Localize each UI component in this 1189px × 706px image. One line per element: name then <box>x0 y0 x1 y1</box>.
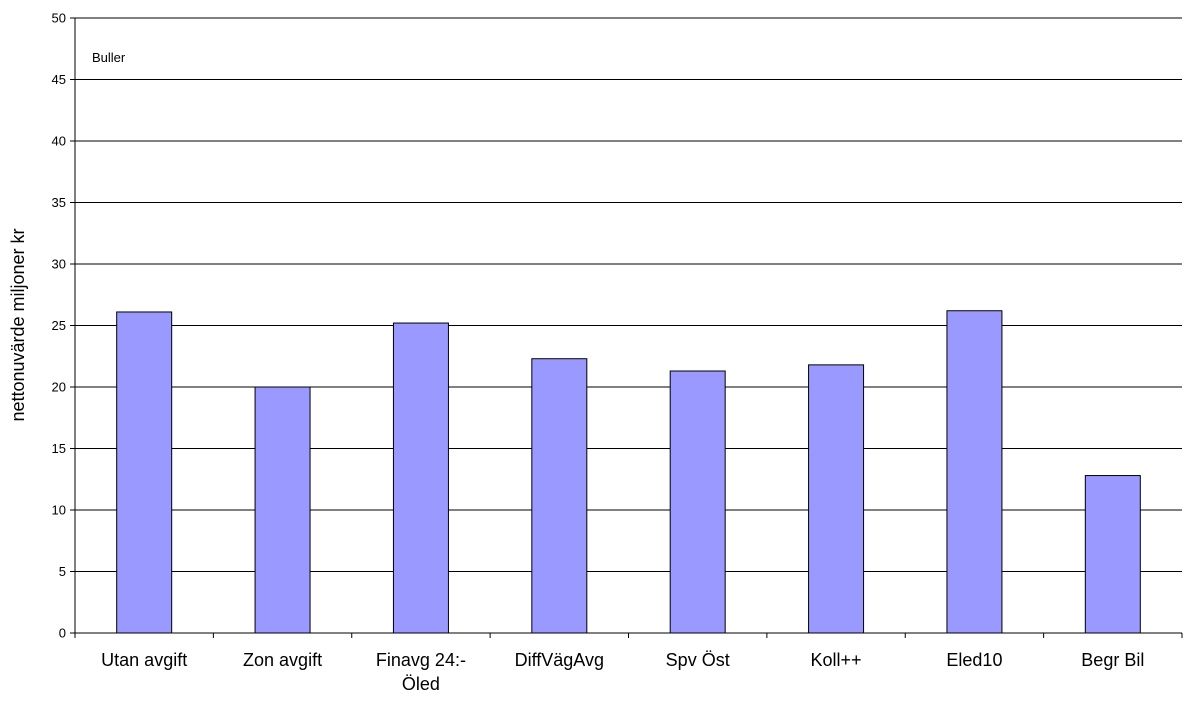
x-category-label-line: Finavg 24:- <box>376 650 466 670</box>
x-category-labels: Utan avgift Zon avgift Finavg 24:- Öled Diff… <box>101 650 1144 694</box>
x-category-label: Begr Bil <box>1081 650 1144 670</box>
x-category-label: DiffVägAvg <box>515 650 604 670</box>
y-tick-label: 20 <box>52 380 66 395</box>
y-tick-label: 45 <box>52 72 66 87</box>
bar <box>669 370 726 634</box>
x-category-label: Koll++ <box>811 650 862 670</box>
y-tick-labels: 0 5 10 15 20 25 30 35 40 45 50 <box>52 11 66 641</box>
x-category-label-line: Begr Bil <box>1081 650 1144 670</box>
y-tick-label: 40 <box>52 134 66 149</box>
y-tick-label: 5 <box>59 564 66 579</box>
x-category-label-line: Utan avgift <box>101 650 187 670</box>
bar <box>808 364 865 634</box>
bars <box>116 310 1141 634</box>
x-category-label-line: Koll++ <box>811 650 862 670</box>
y-tick-label: 0 <box>59 626 66 641</box>
x-category-label-line: Eled10 <box>946 650 1002 670</box>
y-tick-label: 25 <box>52 318 66 333</box>
x-category-label: Eled10 <box>946 650 1002 670</box>
bar <box>392 322 449 634</box>
y-tick-label: 35 <box>52 195 66 210</box>
x-category-label-line: Zon avgift <box>243 650 322 670</box>
bar <box>116 311 173 634</box>
bar <box>254 386 311 634</box>
y-tick-label: 15 <box>52 441 66 456</box>
x-category-label: Utan avgift <box>101 650 187 670</box>
y-tick-label: 10 <box>52 503 66 518</box>
x-category-label: Spv Öst <box>666 650 730 670</box>
x-category-label-line: Spv Öst <box>666 650 730 670</box>
y-tick-label: 30 <box>52 257 66 272</box>
chart-annotation: Buller <box>92 50 126 65</box>
x-category-label-line: Öled <box>402 674 440 694</box>
y-axis-title: nettonuvärde miljoner kr <box>8 228 28 421</box>
x-category-label-line: DiffVägAvg <box>515 650 604 670</box>
axes <box>70 17 1183 638</box>
y-tick-label: 50 <box>52 11 66 26</box>
bar <box>946 310 1003 634</box>
x-category-label: Zon avgift <box>243 650 322 670</box>
gridlines <box>75 17 1182 572</box>
bar <box>531 358 588 634</box>
x-category-label: Finavg 24:- Öled <box>376 650 466 694</box>
bar <box>1084 475 1141 634</box>
